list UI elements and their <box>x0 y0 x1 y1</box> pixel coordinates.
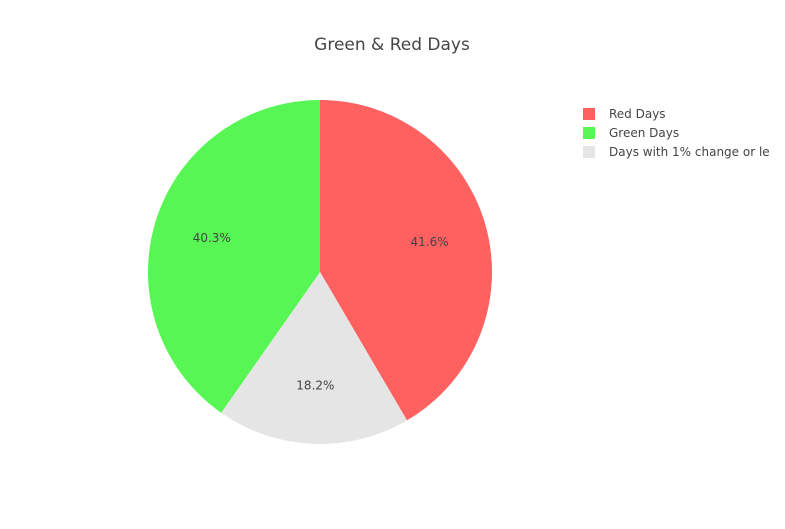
chart-title: Green & Red Days <box>314 35 470 55</box>
slice-label-green-days: 40.3% <box>193 231 231 245</box>
pie-slices <box>148 100 492 444</box>
legend-label: Days with 1% change or le <box>609 145 770 159</box>
legend-swatch <box>583 146 595 158</box>
legend: Red Days Green Days Days with 1% change or… <box>583 107 770 159</box>
legend-item-days-with-1-change-or-le[interactable]: Days with 1% change or le <box>583 145 770 159</box>
pie-slice-labels: 41.6% 18.2% 40.3% <box>193 231 449 393</box>
slice-label-red-days: 41.6% <box>410 235 448 249</box>
legend-label: Red Days <box>609 107 666 121</box>
legend-swatch <box>583 108 595 120</box>
pie-slice-red-days[interactable] <box>320 100 492 421</box>
legend-item-green-days[interactable]: Green Days <box>583 126 679 140</box>
pie-slice-days-with-1-change-or-le[interactable] <box>221 272 408 444</box>
pie-slice-green-days[interactable] <box>148 100 320 413</box>
legend-item-red-days[interactable]: Red Days <box>583 107 666 121</box>
legend-swatch <box>583 127 595 139</box>
slice-label-days-with-1-change-or-le: 18.2% <box>296 378 334 392</box>
legend-label: Green Days <box>609 126 679 140</box>
